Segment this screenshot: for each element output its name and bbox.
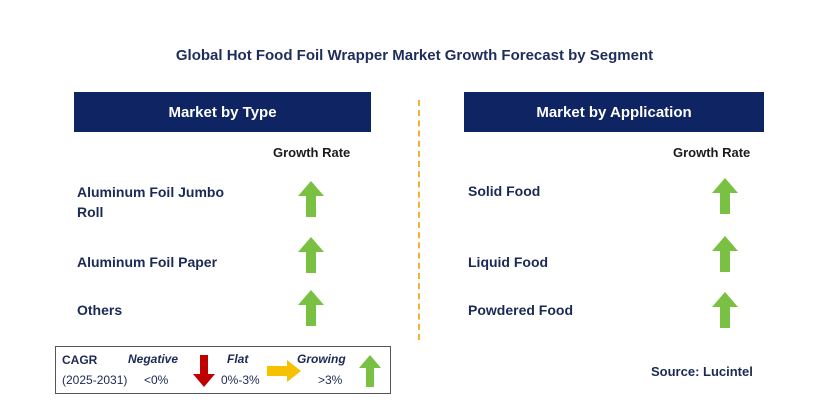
up-arrow-icon — [298, 290, 324, 326]
application-row-label-2: Liquid Food — [468, 254, 549, 270]
up-arrow-icon — [712, 236, 738, 272]
legend-flat-range: 0%-3% — [221, 373, 260, 387]
legend-growing-range: >3% — [318, 373, 343, 387]
type-growth-rate-header: Growth Rate — [273, 145, 351, 160]
panel-divider — [418, 100, 420, 340]
up-arrow-icon — [298, 181, 324, 217]
right-arrow-icon — [267, 360, 301, 382]
legend-negative-range: <0% — [144, 373, 169, 387]
up-arrow-icon — [712, 292, 738, 328]
source-label: Source: Lucintel — [651, 364, 753, 379]
legend-flat-label: Flat — [227, 352, 249, 366]
legend-period: (2025-2031) — [62, 373, 128, 387]
cagr-legend: CAGR (2025-2031) Negative <0% Flat 0%-3%… — [55, 346, 391, 394]
legend-cagr-label: CAGR — [62, 353, 98, 367]
application-row-label-1: Solid Food — [468, 183, 541, 199]
application-row-label-3: Powdered Food — [468, 302, 573, 318]
type-row-label-2: Aluminum Foil Paper — [77, 254, 218, 270]
market-by-type-header: Market by Type — [74, 92, 371, 132]
type-row-label-3: Others — [77, 302, 123, 318]
up-arrow-icon — [712, 178, 738, 214]
market-by-application-header: Market by Application — [464, 92, 764, 132]
up-arrow-icon — [298, 237, 324, 273]
application-growth-rate-header: Growth Rate — [673, 145, 751, 160]
legend-negative-label: Negative — [128, 352, 179, 366]
down-arrow-icon — [193, 355, 215, 387]
type-row-label-1: Aluminum Foil Jumbo Roll — [77, 184, 224, 220]
legend-growing-label: Growing — [297, 352, 346, 366]
up-arrow-icon — [359, 355, 381, 387]
page-title: Global Hot Food Foil Wrapper Market Grow… — [175, 47, 654, 64]
